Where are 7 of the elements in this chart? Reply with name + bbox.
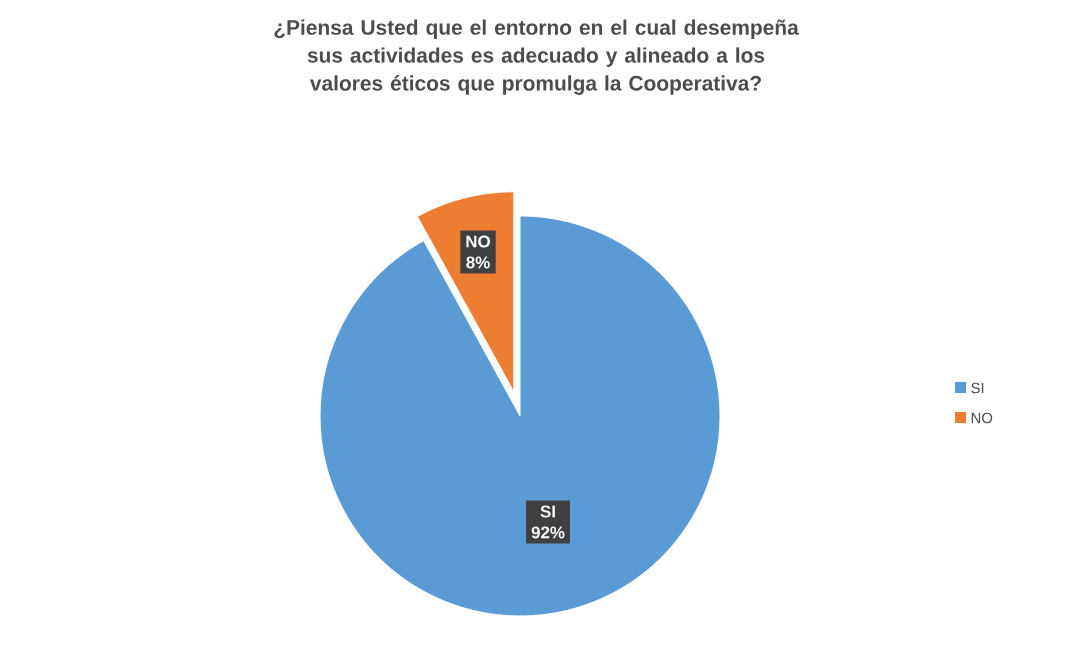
- chart-title: ¿Piensa Usted que el entorno en el cual desempeña sus actividades es adecuado y alineado a los valores éticos que promulga la Cooperativa?: [274, 19, 799, 95]
- slice-label: SI: [540, 505, 555, 518]
- data-label: 8%: [466, 256, 490, 269]
- slice-label: NO: [466, 235, 491, 248]
- legend-label: NO: [971, 412, 993, 424]
- legend-label: SI: [971, 382, 984, 394]
- data-label: 92%: [531, 526, 565, 539]
